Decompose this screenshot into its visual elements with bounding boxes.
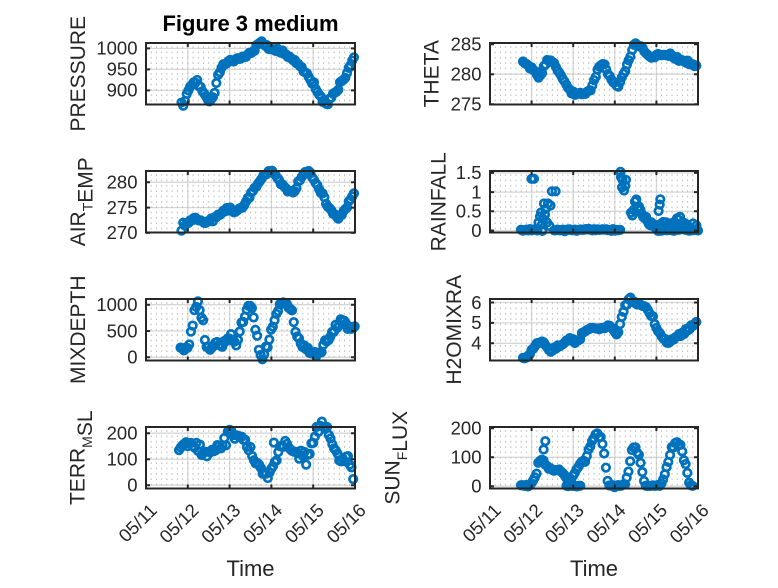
svg-text:4: 4 [471, 333, 481, 354]
svg-text:280: 280 [107, 172, 138, 193]
svg-text:950: 950 [107, 59, 138, 80]
svg-text:0.5: 0.5 [456, 201, 482, 222]
svg-text:900: 900 [107, 80, 138, 101]
svg-text:Time: Time [226, 556, 274, 581]
svg-text:AIRTEMP: AIRTEMP [67, 157, 98, 246]
svg-text:H2OMIXRA: H2OMIXRA [443, 275, 466, 385]
svg-text:RAINFALL: RAINFALL [428, 152, 451, 251]
svg-text:1.5: 1.5 [456, 162, 482, 183]
svg-text:285: 285 [451, 34, 482, 55]
svg-text:200: 200 [107, 423, 138, 444]
svg-text:PRESSURE: PRESSURE [67, 16, 90, 132]
svg-text:270: 270 [107, 222, 138, 243]
svg-text:Time: Time [570, 556, 618, 581]
svg-text:TERRMSL: TERRMSL [66, 410, 97, 505]
svg-text:0: 0 [471, 476, 481, 497]
svg-text:280: 280 [451, 64, 482, 85]
svg-text:0: 0 [127, 475, 137, 496]
svg-text:275: 275 [451, 94, 482, 115]
svg-text:500: 500 [107, 320, 138, 341]
svg-text:200: 200 [451, 418, 482, 439]
svg-text:275: 275 [107, 197, 138, 218]
svg-text:100: 100 [451, 447, 482, 468]
svg-text:6: 6 [471, 292, 481, 313]
svg-text:MIXDEPTH: MIXDEPTH [67, 275, 90, 384]
svg-text:1000: 1000 [96, 294, 137, 315]
svg-text:SUNFLUX: SUNFLUX [382, 411, 413, 505]
svg-text:1: 1 [471, 181, 481, 202]
svg-text:5: 5 [471, 312, 481, 333]
svg-text:THETA: THETA [421, 40, 444, 107]
svg-text:100: 100 [107, 449, 138, 470]
svg-text:0: 0 [127, 347, 137, 368]
svg-text:Figure 3 medium: Figure 3 medium [162, 11, 338, 36]
svg-text:1000: 1000 [96, 38, 137, 59]
svg-text:0: 0 [471, 220, 481, 241]
